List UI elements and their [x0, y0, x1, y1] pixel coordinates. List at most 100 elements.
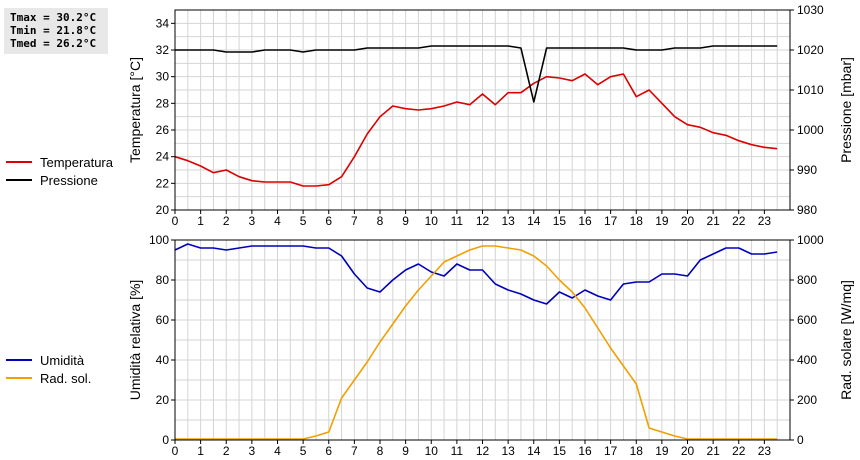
top-x-tick-label: 22: [732, 214, 746, 228]
bottom-x-tick-label: 8: [377, 444, 384, 458]
bottom-y2-tick-label: 200: [797, 393, 817, 407]
bottom-y-axis-title: Umidità relativa [%]: [127, 280, 143, 401]
legend-swatch-rad: [6, 377, 32, 379]
tmax-text: Tmax = 30.2°C: [10, 11, 97, 24]
series-line-umidit: [174, 243, 778, 305]
series-line-rad-sol: [175, 245, 778, 440]
top-x-tick-label: 4: [274, 214, 281, 228]
top-y-tick-label: 24: [156, 150, 170, 164]
bottom-y-tick-label: 80: [156, 273, 170, 287]
top-y-tick-label: 20: [156, 203, 170, 217]
top-y-tick-label: 26: [156, 123, 170, 137]
bottom-y2-tick-label: 400: [797, 353, 817, 367]
bottom-y-tick-label: 0: [162, 433, 169, 447]
top-x-tick-label: 15: [553, 214, 567, 228]
top-x-tick-label: 10: [425, 214, 439, 228]
bottom-y2-tick-label: 0: [797, 433, 804, 447]
top-x-tick-label: 20: [681, 214, 695, 228]
bottom-x-tick-label: 3: [249, 444, 256, 458]
top-x-tick-label: 17: [604, 214, 618, 228]
top-x-tick-label: 1: [197, 214, 204, 228]
top-x-tick-label: 3: [249, 214, 256, 228]
legend-label-pressione: Pressione: [40, 172, 98, 188]
bottom-y-tick-label: 100: [149, 233, 169, 247]
bottom-x-tick-label: 23: [758, 444, 772, 458]
top-y2-tick-label: 980: [797, 203, 817, 217]
legend-item-umidita: Umidità: [6, 351, 91, 369]
top-x-tick-label: 14: [527, 214, 541, 228]
top-x-tick-label: 23: [758, 214, 772, 228]
bottom-x-tick-label: 20: [681, 444, 695, 458]
bottom-y2-tick-label: 600: [797, 313, 817, 327]
tmin-text: Tmin = 21.8°C: [10, 24, 97, 37]
bottom-x-tick-label: 6: [325, 444, 332, 458]
bottom-x-tick-label: 19: [655, 444, 669, 458]
bottom-x-tick-label: 2: [223, 444, 230, 458]
top-x-tick-label: 0: [172, 214, 179, 228]
top-y-tick-label: 32: [156, 43, 170, 57]
legend-swatch-temperatura: [6, 161, 32, 163]
top-y2-tick-label: 1000: [797, 123, 824, 137]
series-line-pressione: [175, 45, 778, 103]
bottom-y-tick-label: 40: [156, 353, 170, 367]
bottom-y-tick-label: 20: [156, 393, 170, 407]
top-x-tick-label: 13: [501, 214, 515, 228]
top-x-tick-label: 8: [377, 214, 384, 228]
bottom-x-tick-label: 11: [451, 444, 464, 458]
top-x-tick-label: 12: [476, 214, 490, 228]
bottom-y2-axis-title: Rad. solare [W/mq]: [838, 280, 854, 400]
bottom-x-tick-label: 1: [197, 444, 204, 458]
top-x-tick-label: 21: [706, 214, 720, 228]
top-x-tick-label: 16: [578, 214, 592, 228]
bottom-x-tick-label: 22: [732, 444, 746, 458]
bottom-y2-tick-label: 800: [797, 273, 817, 287]
bottom-y-tick-label: 60: [156, 313, 170, 327]
top-y-axis-title: Temperatura [°C]: [127, 57, 143, 163]
bottom-x-tick-label: 4: [274, 444, 281, 458]
top-x-tick-label: 6: [325, 214, 332, 228]
top-x-tick-label: 18: [630, 214, 644, 228]
legend-item-rad: Rad. sol.: [6, 369, 91, 387]
bottom-x-tick-label: 9: [402, 444, 409, 458]
legend-label-temperatura: Temperatura: [40, 154, 113, 170]
top-x-tick-label: 7: [351, 214, 358, 228]
bottom-x-tick-label: 13: [501, 444, 515, 458]
legend-label-rad: Rad. sol.: [40, 370, 92, 386]
bottom-y2-tick-label: 1000: [797, 233, 824, 247]
top-x-tick-label: 5: [300, 214, 307, 228]
bottom-x-tick-label: 17: [604, 444, 618, 458]
top-y-tick-label: 28: [156, 96, 170, 110]
top-x-tick-label: 2: [223, 214, 230, 228]
top-y2-tick-label: 1010: [797, 83, 824, 97]
top-x-tick-label: 9: [402, 214, 409, 228]
bottom-x-tick-label: 14: [527, 444, 541, 458]
series-line-temperatura: [174, 73, 778, 187]
legend-label-umidita: Umidità: [40, 352, 85, 368]
tmed-text: Tmed = 26.2°C: [10, 37, 97, 50]
bottom-x-tick-label: 7: [351, 444, 358, 458]
legend-swatch-pressione: [6, 179, 32, 181]
legend-bottom: Umidità Rad. sol.: [6, 351, 91, 387]
top-y-tick-label: 30: [156, 70, 170, 84]
bottom-x-tick-label: 16: [578, 444, 592, 458]
stats-box: Tmax = 30.2°C Tmin = 21.8°C Tmed = 26.2°…: [4, 8, 108, 54]
top-x-tick-label: 11: [451, 214, 464, 228]
bottom-x-tick-label: 12: [476, 444, 490, 458]
bottom-x-tick-label: 15: [553, 444, 567, 458]
top-y2-tick-label: 1030: [797, 3, 824, 17]
bottom-x-tick-label: 10: [425, 444, 439, 458]
bottom-x-tick-label: 0: [172, 444, 179, 458]
legend-item-temperatura: Temperatura: [6, 153, 113, 171]
top-x-tick-label: 19: [655, 214, 669, 228]
top-y-tick-label: 34: [156, 16, 170, 30]
legend-item-pressione: Pressione: [6, 171, 113, 189]
legend-top: Temperatura Pressione: [6, 153, 113, 189]
top-y2-axis-title: Pressione [mbar]: [838, 57, 854, 163]
top-y2-tick-label: 1020: [797, 43, 824, 57]
top-y-tick-label: 22: [156, 176, 170, 190]
bottom-x-tick-label: 18: [630, 444, 644, 458]
legend-swatch-umidita: [6, 359, 32, 361]
top-y2-tick-label: 990: [797, 163, 817, 177]
bottom-x-tick-label: 21: [706, 444, 720, 458]
